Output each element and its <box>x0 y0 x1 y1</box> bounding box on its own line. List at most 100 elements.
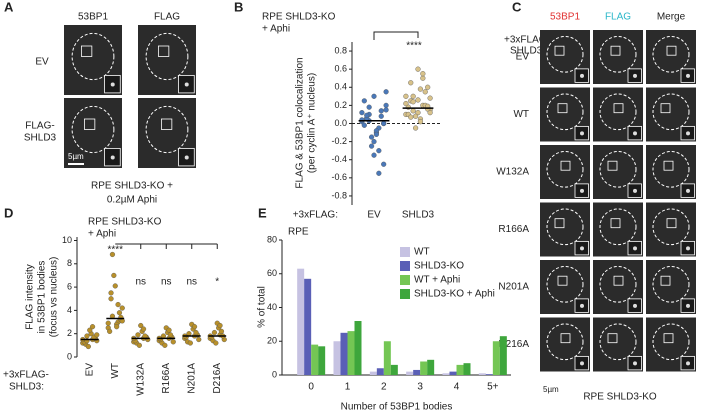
bar <box>376 368 384 375</box>
data-point <box>412 125 419 131</box>
nucleus-outline <box>652 35 690 73</box>
x-tick-label: EV <box>367 210 381 221</box>
focus <box>633 303 637 308</box>
panel-label: D <box>4 205 13 220</box>
bar <box>383 341 391 375</box>
data-point <box>136 342 142 348</box>
focus <box>184 82 189 87</box>
y-tick-label: 10 <box>62 235 72 245</box>
row-label: WT <box>513 109 529 120</box>
y-tick-label: -0.4 <box>331 154 347 164</box>
zoom-box <box>663 160 674 171</box>
focus <box>580 131 584 136</box>
bar <box>485 374 493 375</box>
y-tick-label: 60 <box>267 268 277 278</box>
x-tick-label: D216A <box>212 363 223 394</box>
caption: RPE SHLD3-KO <box>583 392 657 403</box>
nucleus-outline <box>652 265 690 303</box>
data-point <box>112 283 118 289</box>
bar <box>347 331 355 375</box>
x-tick-label: W132A <box>135 363 146 396</box>
data-point <box>410 99 416 105</box>
x-tick-label: 5+ <box>487 382 499 393</box>
subtitle: RPE <box>288 227 309 238</box>
zoom-box <box>660 103 671 114</box>
y-tick-label: 8 <box>67 258 72 268</box>
data-point <box>170 339 176 345</box>
nucleus-outline <box>145 105 189 154</box>
scale-label: 5µm <box>543 385 559 394</box>
x-prefix: +3xFLAG- <box>3 370 49 381</box>
data-point <box>381 120 387 127</box>
focus <box>110 82 115 87</box>
legend-swatch <box>400 275 410 285</box>
y-tick-label: 0 <box>67 351 72 361</box>
significance: **** <box>107 245 123 256</box>
data-point <box>368 143 375 149</box>
nucleus-outline <box>599 150 637 188</box>
bar <box>406 371 414 375</box>
bar <box>499 336 507 375</box>
bar <box>427 359 435 375</box>
data-point <box>427 95 433 101</box>
data-point <box>381 161 387 167</box>
row-label: D216A <box>498 339 529 350</box>
data-point <box>107 328 113 334</box>
nucleus-outline <box>546 35 584 73</box>
data-point <box>417 86 424 92</box>
data-point <box>140 326 147 332</box>
data-point <box>108 290 114 296</box>
data-point <box>361 98 367 104</box>
focus <box>686 188 690 193</box>
column-header: 53BP1 <box>550 12 580 23</box>
significance: **** <box>406 41 422 52</box>
x-tick-label: 2 <box>381 382 387 393</box>
y-tick-label: 2 <box>67 328 72 338</box>
data-point <box>376 148 382 154</box>
y-tick-label: 6 <box>67 281 72 291</box>
data-point <box>371 139 377 145</box>
zoom-box <box>557 103 568 114</box>
data-point <box>211 329 218 336</box>
data-point <box>373 131 380 137</box>
zoom-box <box>560 160 571 171</box>
zoom-box <box>554 218 565 229</box>
data-point <box>87 327 93 333</box>
nucleus-outline <box>652 150 690 188</box>
row-label: SHLD3 <box>24 133 57 144</box>
caption: RPE SHLD3-KO + <box>91 181 173 192</box>
y-axis-label: (per cyclin A⁺ nucleus) <box>307 73 318 173</box>
data-point <box>361 122 367 128</box>
nucleus-outline <box>599 265 637 303</box>
data-point <box>138 322 144 329</box>
focus <box>633 246 637 251</box>
bar <box>318 346 326 375</box>
y-tick-label: -0.6 <box>331 172 347 182</box>
nucleus-outline <box>652 208 690 246</box>
data-point <box>218 328 225 334</box>
data-point <box>412 113 419 119</box>
column-header: FLAG <box>154 12 180 23</box>
significance: ns <box>161 277 172 288</box>
focus <box>686 246 690 251</box>
nucleus-outline <box>599 93 637 131</box>
panel-label: E <box>258 205 267 220</box>
x-prefix: SHLD3: <box>9 382 44 393</box>
legend-label: SHLD3-KO + Aphi <box>414 289 495 300</box>
bar <box>420 361 428 375</box>
y-tick-label: -0.2 <box>331 136 347 146</box>
subtitle: + Aphi <box>88 229 116 240</box>
data-point <box>84 333 90 339</box>
x-tick-label: R166A <box>161 363 172 394</box>
x-tick-label: 4 <box>454 382 460 393</box>
zoom-box <box>663 333 674 344</box>
row-label: R166A <box>498 224 529 235</box>
focus <box>110 155 115 160</box>
focus <box>580 303 584 308</box>
bar <box>369 371 377 375</box>
data-point <box>383 102 389 108</box>
bar <box>413 369 421 375</box>
nucleus-outline <box>546 93 584 131</box>
panel-label: A <box>4 0 14 14</box>
data-point <box>408 114 414 120</box>
